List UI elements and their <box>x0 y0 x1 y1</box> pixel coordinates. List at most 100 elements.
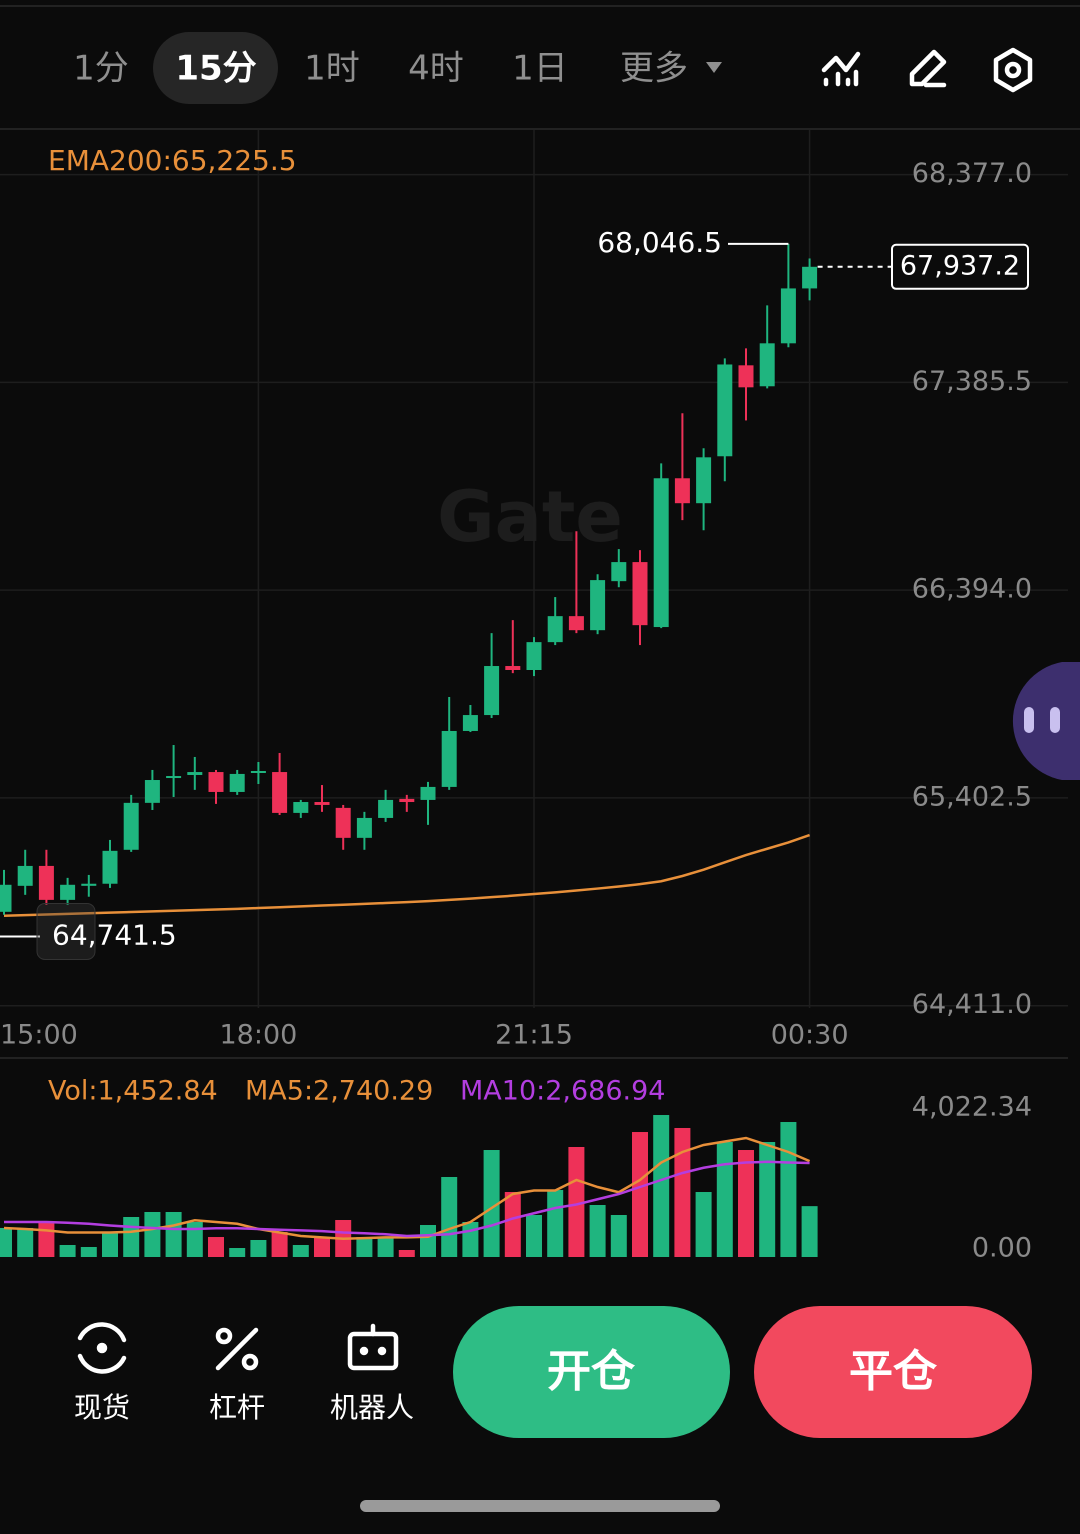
volume-bar <box>441 1176 458 1257</box>
candle-body <box>208 772 224 792</box>
y-tick-label: 4,022.34 <box>912 1092 1032 1123</box>
volume-bar <box>398 1250 415 1257</box>
volume-bar <box>123 1216 140 1257</box>
tab-more[interactable]: 更多 <box>620 49 688 89</box>
volume-bar <box>17 1227 34 1257</box>
tab[interactable]: 4时 <box>408 49 464 89</box>
volume-bar <box>504 1192 521 1257</box>
candle-body <box>356 817 372 838</box>
volume-bar <box>483 1150 500 1257</box>
nav-label[interactable]: 机器人 <box>330 1391 414 1424</box>
candle-body <box>420 786 436 800</box>
bot-icon[interactable] <box>347 1323 399 1371</box>
tab[interactable]: 1时 <box>304 49 360 89</box>
candle-body <box>187 772 203 775</box>
close-button-label[interactable]: 平仓 <box>849 1346 938 1397</box>
volume-bar <box>38 1222 55 1257</box>
volume-bar <box>208 1237 224 1257</box>
legend-entry: MA10:2,686.94 <box>460 1076 665 1107</box>
volume-bar <box>568 1146 585 1257</box>
low-icon-box <box>36 902 96 960</box>
tab[interactable]: 1分 <box>73 49 129 89</box>
candle-body <box>653 478 669 628</box>
ema-line <box>3 833 811 918</box>
volume-bar <box>653 1115 670 1257</box>
volume-bar <box>250 1239 267 1257</box>
assistant-eye <box>1050 707 1060 733</box>
candle-body <box>314 802 330 805</box>
ma-line <box>3 1136 811 1241</box>
candle-body <box>38 865 54 900</box>
volume-bar <box>144 1211 161 1257</box>
floating-assistant[interactable] <box>1012 662 1080 780</box>
y-tick-label: 66,394.0 <box>912 574 1032 605</box>
volume-chart: 0.00 4,022.34 Vol:1,452.84 MA5:2,740.29 MA10… <box>0 1076 1032 1264</box>
volume-bar <box>0 1227 12 1257</box>
spot-icon[interactable] <box>77 1322 127 1374</box>
y-tick-label: 64,411.0 <box>912 989 1032 1020</box>
indicator-label: EMA200:65,225.5 <box>48 144 297 177</box>
tab[interactable]: 1日 <box>512 49 568 89</box>
volume-bar <box>780 1122 797 1257</box>
x-tick-label: 15:00 <box>0 1020 78 1051</box>
close-button[interactable] <box>754 1306 1032 1438</box>
x-tick-label: 00:30 <box>771 1020 849 1051</box>
tab-active[interactable]: 15分 <box>175 49 256 89</box>
candle-body <box>759 343 775 387</box>
volume-bar <box>547 1190 564 1257</box>
x-tick-label: 21:15 <box>495 1020 573 1051</box>
open-button[interactable] <box>453 1306 730 1438</box>
volume-bar <box>674 1127 691 1257</box>
open-button-label[interactable]: 开仓 <box>547 1346 636 1397</box>
candle-body <box>0 884 12 912</box>
candle-body <box>60 884 76 900</box>
candle-body <box>250 771 266 774</box>
candle-body <box>526 642 542 671</box>
volume-bar <box>356 1237 373 1257</box>
volume-bar <box>377 1237 394 1257</box>
candle-body <box>102 850 118 884</box>
candle-body <box>229 773 245 792</box>
draw-icon[interactable] <box>909 49 947 88</box>
dropdown-arrow <box>706 62 722 73</box>
assistant-eye <box>1024 707 1034 733</box>
candle-body <box>590 580 606 631</box>
volume-bar <box>80 1246 97 1257</box>
volume-bar <box>589 1204 606 1257</box>
volume-bar <box>759 1141 776 1257</box>
volume-bar <box>420 1225 436 1257</box>
nav-label[interactable]: 现货 <box>74 1391 130 1424</box>
margin-icon[interactable] <box>215 1327 259 1371</box>
volume-bar <box>186 1222 203 1257</box>
candle-body <box>378 799 394 818</box>
indicator-icon[interactable] <box>821 51 861 87</box>
volume-bar <box>165 1211 182 1257</box>
legend-entry: MA5:2,740.29 <box>245 1076 433 1107</box>
settings-icon[interactable] <box>993 47 1033 93</box>
candle-body <box>568 616 584 631</box>
candle-body <box>611 562 627 582</box>
candle-body <box>399 798 415 803</box>
candle-body <box>484 666 500 716</box>
candle-body <box>462 715 478 731</box>
candle-body <box>81 883 97 886</box>
volume-bar <box>229 1248 246 1257</box>
volume-bar <box>314 1237 330 1257</box>
y-tick-label: 67,385.5 <box>912 366 1032 397</box>
nav-label[interactable]: 杠杆 <box>209 1391 265 1424</box>
candle-body <box>696 457 712 504</box>
ma-line <box>4 1160 810 1238</box>
active-tab-pill <box>153 32 278 104</box>
candle-body <box>717 364 733 457</box>
low-label: 64,741.5 <box>52 918 177 951</box>
volume-bar <box>102 1232 118 1257</box>
candle-body <box>441 730 457 787</box>
watermark: Gate <box>437 476 623 558</box>
x-tick-label: 18:00 <box>219 1020 297 1051</box>
candle-body <box>335 807 351 838</box>
volume-bar <box>716 1141 733 1257</box>
candle-body <box>272 772 288 813</box>
volume-bar <box>59 1244 76 1257</box>
candle-body <box>674 478 690 504</box>
